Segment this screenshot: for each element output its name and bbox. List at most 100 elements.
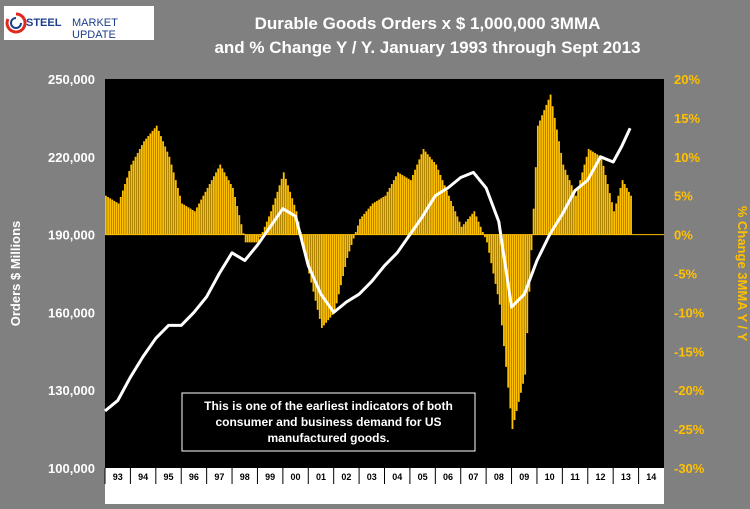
- y-tick-right-3: -15%: [674, 344, 705, 359]
- bar-18: [143, 141, 145, 235]
- bar-39: [187, 207, 190, 235]
- x-tick-0: 93: [113, 472, 123, 482]
- bar-20: [147, 136, 150, 235]
- y-tick-right-10: 20%: [674, 72, 700, 87]
- bar-6: [117, 203, 120, 235]
- bar-147: [416, 164, 419, 235]
- y-tick-left-1: 130,000: [48, 383, 95, 398]
- bar-138: [397, 172, 400, 235]
- logo: STEEL MARKET UPDATE: [4, 6, 154, 41]
- bar-16: [138, 149, 141, 235]
- bar-151: [424, 151, 427, 235]
- bar-41: [191, 209, 194, 235]
- bar-88: [291, 198, 294, 235]
- annotation-line1: This is one of the earliest indicators o…: [204, 399, 453, 413]
- bar-124: [367, 208, 370, 235]
- y-tick-left-0: 100,000: [48, 461, 95, 476]
- x-tick-8: 01: [316, 472, 326, 482]
- bar-80: [274, 198, 277, 235]
- bar-160: [443, 185, 446, 235]
- bar-129: [378, 199, 380, 235]
- bar-182: [490, 234, 493, 264]
- x-tick-13: 06: [443, 472, 453, 482]
- right-axis-ticks: -30% -25% -20% -15% -10% -5% 0% 5% 10% 15% 20%: [674, 72, 705, 476]
- bar-239: [611, 202, 613, 235]
- bar-51: [212, 176, 215, 235]
- bar-125: [369, 206, 372, 235]
- bar-68: [248, 234, 251, 243]
- bar-174: [473, 211, 476, 235]
- bar-56: [223, 172, 226, 235]
- x-axis-ticks: 93 94 95 96 97 98 99 00 01 02 03 04 05 06 07 08 09 10 11 12…: [104, 468, 656, 484]
- bar-127: [373, 202, 376, 235]
- bar-162: [448, 195, 450, 235]
- bar-198: [524, 234, 527, 375]
- bar-205: [539, 120, 541, 235]
- bar-103: [323, 234, 325, 326]
- bar-210: [549, 94, 552, 235]
- bar-5: [115, 202, 118, 235]
- bar-106: [329, 234, 332, 318]
- bar-143: [407, 178, 410, 235]
- bar-211: [551, 106, 554, 235]
- bar-235: [602, 165, 605, 235]
- bar-54: [219, 164, 222, 235]
- bar-109: [335, 234, 338, 304]
- bar-226: [583, 164, 586, 235]
- bar-181: [488, 234, 491, 253]
- y-tick-right-9: 15%: [674, 111, 700, 126]
- bar-242: [617, 195, 620, 235]
- bar-179: [484, 234, 486, 238]
- bar-194: [515, 234, 518, 411]
- bar-241: [615, 203, 618, 235]
- bar-119: [356, 225, 359, 235]
- x-tick-18: 11: [570, 472, 580, 482]
- y-tick-right-0: -30%: [674, 461, 705, 476]
- bar-78: [270, 211, 272, 235]
- bar-146: [414, 169, 416, 235]
- bar-161: [445, 190, 448, 235]
- bar-47: [204, 191, 207, 235]
- bar-23: [153, 128, 156, 235]
- x-tick-15: 08: [494, 472, 504, 482]
- bar-71: [255, 234, 258, 243]
- bar-128: [376, 200, 378, 235]
- bar-22: [151, 130, 154, 235]
- bar-70: [253, 234, 256, 243]
- bar-231: [594, 152, 596, 235]
- bar-245: [623, 184, 626, 235]
- bar-35: [179, 195, 181, 235]
- bar-108: [333, 234, 336, 313]
- bar-203: [534, 167, 537, 235]
- bar-221: [572, 190, 575, 235]
- bar-229: [589, 150, 592, 235]
- bar-97: [310, 234, 313, 283]
- bar-219: [568, 180, 571, 235]
- bar-76: [265, 221, 268, 235]
- bar-21: [149, 133, 152, 235]
- annotation-box: This is one of the earliest indicators o…: [181, 392, 476, 452]
- bar-28: [164, 146, 167, 235]
- logo-text-steel: STEEL: [26, 17, 62, 29]
- bar-141: [403, 176, 406, 235]
- bar-244: [621, 180, 624, 235]
- bar-66: [244, 234, 247, 243]
- bar-135: [390, 184, 393, 235]
- bar-53: [217, 168, 220, 235]
- y-axis-label-left: Orders $ Millions: [8, 221, 23, 326]
- bar-11: [128, 171, 131, 235]
- bar-79: [272, 204, 275, 235]
- bar-192: [511, 234, 514, 430]
- bar-214: [558, 141, 560, 235]
- bar-19: [145, 138, 148, 235]
- bar-99: [314, 234, 317, 301]
- y-tick-left-2: 160,000: [48, 305, 95, 320]
- bar-9: [124, 184, 126, 235]
- bar-133: [386, 191, 389, 235]
- bar-136: [392, 180, 395, 235]
- x-tick-2: 95: [164, 472, 174, 482]
- y-tick-right-4: -10%: [674, 305, 705, 320]
- bar-86: [287, 185, 289, 235]
